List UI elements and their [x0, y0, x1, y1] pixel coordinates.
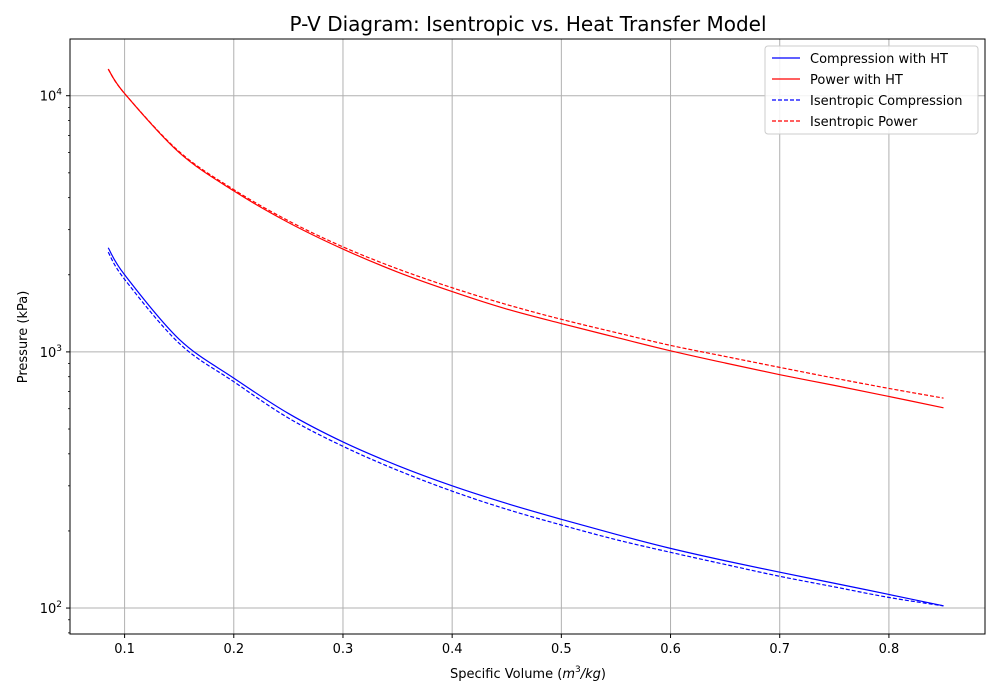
x-axis-label-unit-exp: 3	[575, 665, 581, 675]
y-tick-label: 104	[40, 88, 63, 105]
legend-box	[764, 45, 979, 135]
x-axis-label-main: Specific Volume (	[450, 667, 562, 682]
legend-label-isentropic-compression: Isentropic Compression	[810, 94, 962, 109]
x-axis-label-unit-base: m	[562, 667, 575, 682]
legend: Compression with HT Power with HT Isentrop…	[764, 45, 979, 135]
x-axis-label-unit-rest: /kg	[580, 667, 601, 682]
series-line-power-with-ht	[107, 68, 944, 409]
plot-frame	[69, 38, 986, 635]
series-line-compression-with-ht	[107, 247, 944, 607]
legend-label-power-with-ht: Power with HT	[810, 73, 903, 88]
chart-title: P-V Diagram: Isentropic vs. Heat Transfe…	[289, 12, 766, 36]
x-axis-label: Specific Volume (m3/kg)	[450, 665, 606, 682]
x-tick-label: 0.7	[769, 642, 790, 657]
y-axis-label: Pressure (kPa)	[16, 291, 31, 384]
x-tick-label: 0.5	[551, 642, 572, 657]
y-tick-label: 102	[40, 600, 62, 617]
x-tick-label: 0.2	[223, 642, 244, 657]
series-line-isentropic-power	[107, 68, 944, 399]
x-tick-label: 0.1	[114, 642, 135, 657]
legend-label-compression-with-ht: Compression with HT	[810, 52, 948, 67]
x-tick-label: 0.4	[442, 642, 463, 657]
x-tick-label: 0.8	[879, 642, 900, 657]
x-axis-label-close: )	[601, 667, 606, 682]
y-tick-label: 103	[40, 344, 62, 361]
x-tick-label: 0.6	[660, 642, 681, 657]
x-axis-ticks: 0.1 0.2 0.3 0.4 0.5 0.6 0.7 0.8	[114, 634, 899, 657]
series-layer	[107, 68, 944, 607]
legend-label-isentropic-power: Isentropic Power	[810, 115, 918, 130]
x-tick-label: 0.3	[333, 642, 354, 657]
y-axis-ticks: 102 103 104	[40, 88, 70, 634]
